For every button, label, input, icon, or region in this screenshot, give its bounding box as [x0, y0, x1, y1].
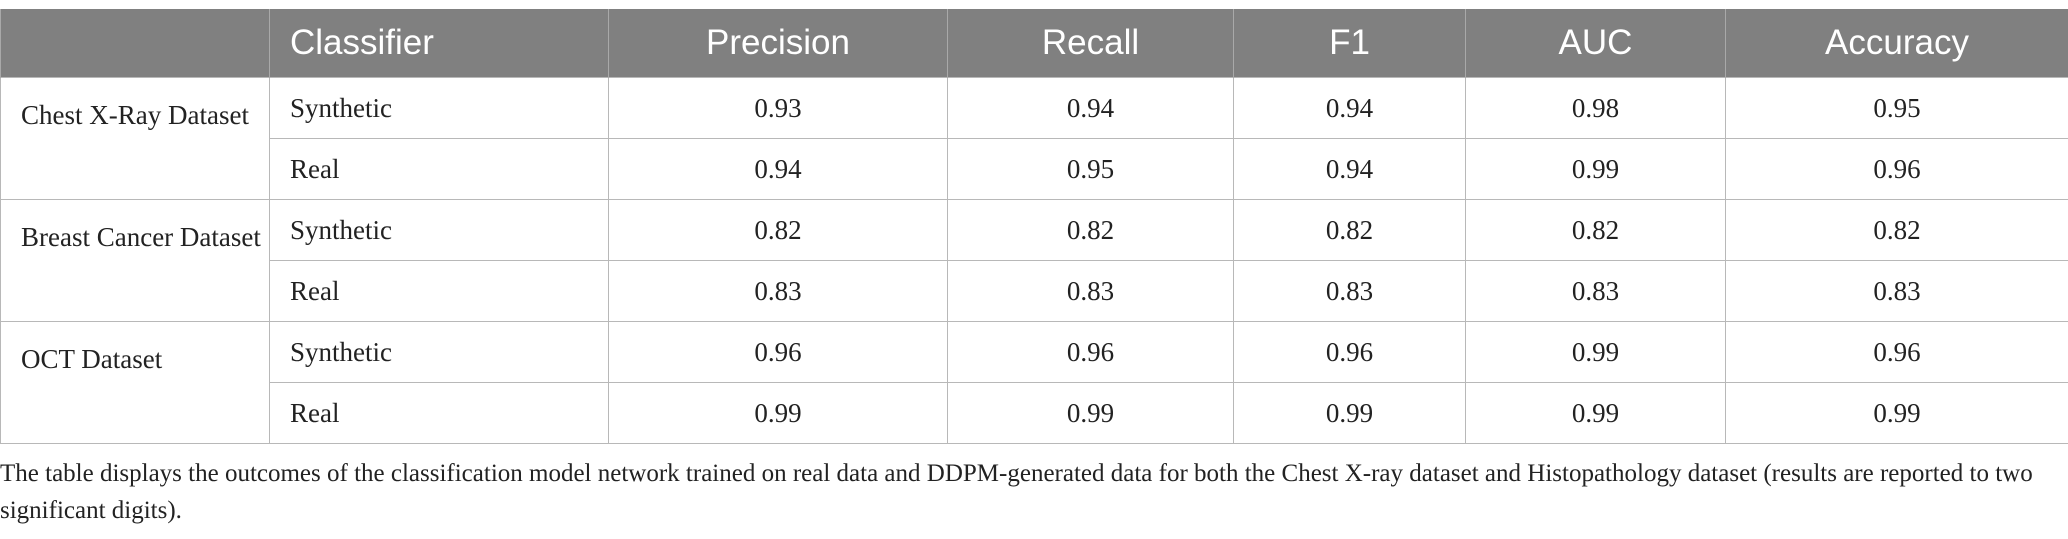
header-auc: AUC [1465, 9, 1726, 78]
f1-cell: 0.94 [1233, 138, 1466, 200]
precision-cell: 0.94 [608, 138, 948, 200]
table-row: Breast Cancer Dataset Synthetic 0.82 0.8… [0, 199, 2068, 322]
auc-cell: 0.99 [1465, 382, 1726, 444]
precision-cell: 0.82 [608, 199, 948, 261]
precision-cell: 0.83 [608, 260, 948, 322]
accuracy-cell: 0.96 [1725, 138, 2068, 200]
recall-cell: 0.83 [947, 260, 1234, 322]
recall-cell: 0.95 [947, 138, 1234, 200]
f1-cell: 0.83 [1233, 260, 1466, 322]
header-dataset [0, 9, 270, 78]
f1-cell: 0.94 [1233, 77, 1466, 139]
f1-cell: 0.82 [1233, 199, 1466, 261]
recall-cell: 0.82 [947, 199, 1234, 261]
accuracy-cell: 0.82 [1725, 199, 2068, 261]
recall-cell: 0.94 [947, 77, 1234, 139]
accuracy-cell: 0.96 [1725, 321, 2068, 383]
dataset-cell: OCT Dataset [0, 321, 270, 444]
f1-cell: 0.96 [1233, 321, 1466, 383]
classifier-cell: Synthetic [269, 321, 609, 383]
header-f1: F1 [1233, 9, 1466, 78]
results-table-container: Classifier Precision Recall F1 AUC Accur… [0, 9, 2068, 444]
classifier-cell: Synthetic [269, 77, 609, 139]
accuracy-cell: 0.99 [1725, 382, 2068, 444]
header-accuracy: Accuracy [1725, 9, 2068, 78]
header-row: Classifier Precision Recall F1 AUC Accur… [0, 9, 2068, 78]
recall-cell: 0.99 [947, 382, 1234, 444]
auc-cell: 0.83 [1465, 260, 1726, 322]
table-row: Chest X-Ray Dataset Synthetic 0.93 0.94 … [0, 77, 2068, 200]
precision-cell: 0.93 [608, 77, 948, 139]
classifier-cell: Real [269, 138, 609, 200]
f1-cell: 0.99 [1233, 382, 1466, 444]
dataset-cell: Breast Cancer Dataset [0, 199, 270, 322]
auc-cell: 0.99 [1465, 138, 1726, 200]
accuracy-cell: 0.95 [1725, 77, 2068, 139]
accuracy-cell: 0.83 [1725, 260, 2068, 322]
auc-cell: 0.82 [1465, 199, 1726, 261]
table-row: Real 0.99 0.99 0.99 0.99 0.99 [1, 382, 2068, 444]
header-recall: Recall [947, 9, 1234, 78]
classifier-cell: Real [269, 382, 609, 444]
classifier-cell: Real [269, 260, 609, 322]
table-row: Real 0.83 0.83 0.83 0.83 0.83 [1, 260, 2068, 322]
table-caption: The table displays the outcomes of the c… [0, 460, 2033, 524]
header-classifier: Classifier [269, 9, 609, 78]
auc-cell: 0.99 [1465, 321, 1726, 383]
precision-cell: 0.99 [608, 382, 948, 444]
dataset-cell: Chest X-Ray Dataset [0, 77, 270, 200]
results-table: Classifier Precision Recall F1 AUC Accur… [0, 9, 2068, 444]
precision-cell: 0.96 [608, 321, 948, 383]
recall-cell: 0.96 [947, 321, 1234, 383]
table-row: OCT Dataset Synthetic 0.96 0.96 0.96 0.9… [0, 321, 2068, 444]
header-precision: Precision [608, 9, 948, 78]
auc-cell: 0.98 [1465, 77, 1726, 139]
table-row: Real 0.94 0.95 0.94 0.99 0.96 [1, 138, 2068, 200]
classifier-cell: Synthetic [269, 199, 609, 261]
